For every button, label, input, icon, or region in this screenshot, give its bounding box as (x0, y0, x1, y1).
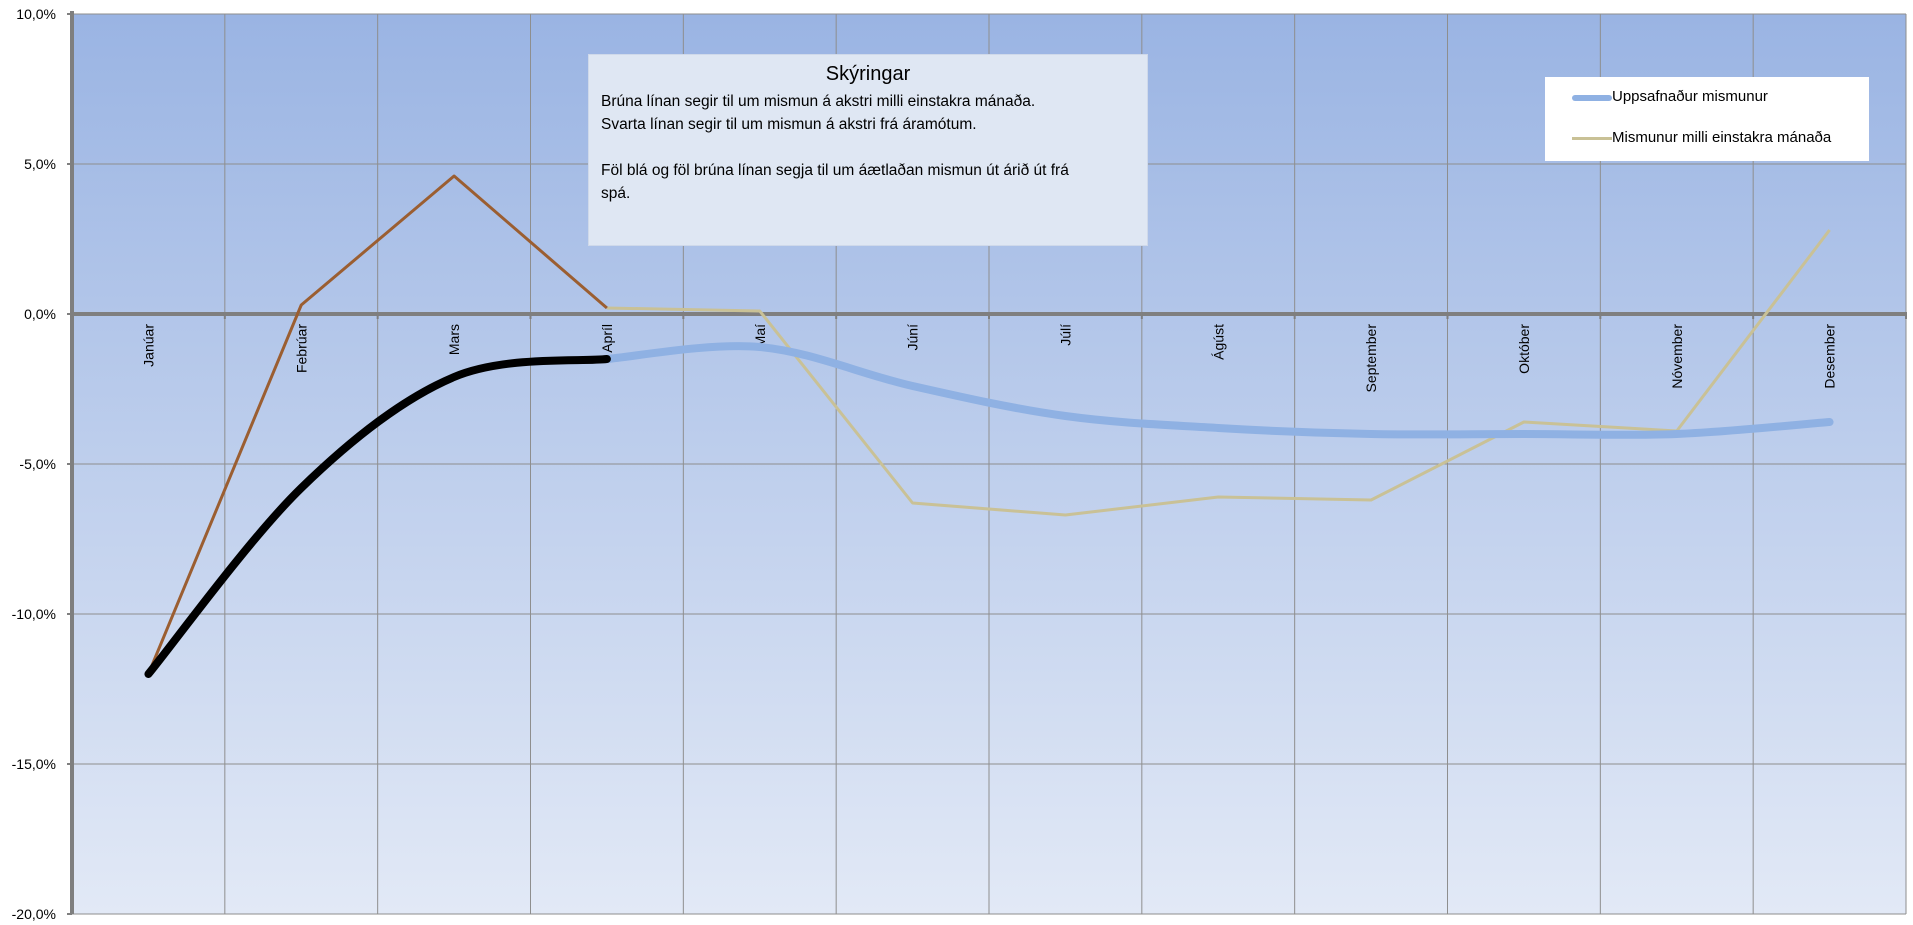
notes-line-4: Föl blá og föl brúna línan segja til um … (601, 162, 1069, 179)
y-tick-label: 0,0% (24, 306, 56, 322)
y-axis-ticks: 10,0% 5,0% 0,0% -5,0% -10,0% -15,0% -20,0% (12, 6, 56, 922)
series-line-uppsafnadur-forecast (602, 342, 1834, 439)
series-line-mismunur-actual (147, 174, 608, 675)
axes (67, 11, 1907, 915)
y-tick-label: -20,0% (12, 906, 56, 922)
series-line-uppsafnadur-actual (144, 355, 611, 678)
y-tick-label: -5,0% (19, 456, 56, 472)
notes-box: Skýringar Brúna línan segir til um mismu… (588, 54, 1148, 246)
x-axis-ticks: Janúar Febrúar Mars Apríl Maí Júní Júlí Ágúst Se… (140, 324, 1837, 393)
x-tick-label: Mars (446, 324, 462, 355)
legend-swatch-uppsafnadur (1572, 95, 1612, 101)
legend-label-mismunur: Mismunur milli einstakra mánaða (1612, 129, 1832, 146)
x-tick-label: Febrúar (293, 324, 309, 373)
legend-label-uppsafnadur: Uppsafnaður mismunur (1612, 88, 1768, 105)
x-tick-label: Maí (752, 324, 768, 347)
x-tick-label: Júní (905, 324, 921, 351)
x-tick-label: Desember (1822, 324, 1838, 389)
y-tick-label: 5,0% (24, 156, 56, 172)
series-lines (144, 174, 1834, 678)
notes-title: Skýringar (825, 63, 911, 85)
legend: Uppsafnaður mismunur Mismunur milli eins… (1545, 77, 1869, 161)
x-tick-label: Ágúst (1210, 324, 1226, 360)
x-tick-label: September (1363, 324, 1379, 393)
series-line-mismunur-forecast (606, 229, 1831, 517)
notes-line-1: Brúna línan segir til um mismun á akstri… (601, 93, 1036, 110)
y-tick-label: -10,0% (12, 606, 56, 622)
notes-line-5: spá. (601, 185, 631, 202)
notes-line-2: Svarta línan segir til um mismun á akstr… (601, 116, 977, 133)
x-tick-label: Júlí (1057, 324, 1073, 346)
x-tick-label: Janúar (140, 324, 156, 367)
x-tick-label: Apríl (599, 324, 615, 353)
x-tick-label: Október (1516, 324, 1532, 374)
notes-line-3 (601, 136, 1135, 159)
legend-swatch-mismunur (1572, 137, 1612, 140)
x-tick-label: Nóvember (1669, 324, 1685, 389)
y-tick-label: -15,0% (12, 756, 56, 772)
y-tick-label: 10,0% (16, 6, 56, 22)
